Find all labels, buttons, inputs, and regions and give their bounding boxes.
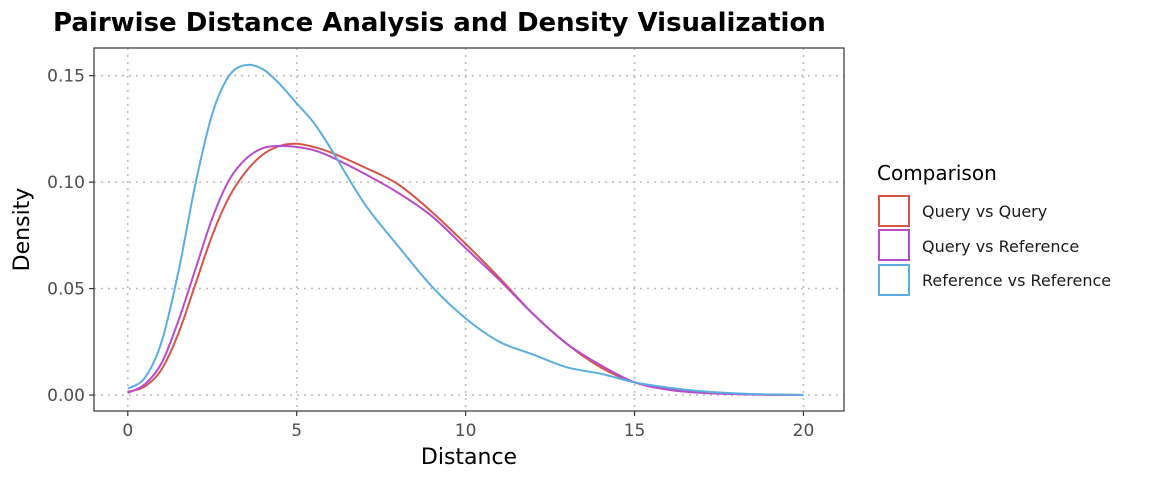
x-axis-title: Distance <box>421 445 517 470</box>
y-tick-label-0-15: 0.15 <box>47 67 85 87</box>
y-axis-title: Density <box>10 188 35 272</box>
legend-label-reference-vs-reference: Reference vs Reference <box>922 271 1111 290</box>
axis-ticks: 0 5 10 15 20 0.00 0.05 0.10 0.15 <box>47 67 814 441</box>
x-tick-label-15: 15 <box>624 421 646 441</box>
legend-key-query-vs-reference <box>878 229 910 261</box>
x-tick-label-10: 10 <box>455 421 477 441</box>
legend-label-query-vs-query: Query vs Query <box>922 202 1047 221</box>
grid-lines <box>94 48 844 411</box>
plot-panel-border <box>93 47 845 412</box>
legend-key-query-vs-query <box>878 195 910 227</box>
x-tick-label-0: 0 <box>122 421 133 441</box>
legend-item-query-vs-query: Query vs Query <box>878 195 1047 227</box>
y-tick-label-0: 0.00 <box>47 386 85 406</box>
legend-title: Comparison <box>877 161 997 185</box>
series-line-query-vs-reference <box>127 144 804 397</box>
legend-item-reference-vs-reference: Reference vs Reference <box>878 264 1111 296</box>
legend: Comparison Query vs Query Query vs Refer… <box>877 161 1111 296</box>
x-tick-label-20: 20 <box>793 421 815 441</box>
legend-key-reference-vs-reference <box>878 264 910 296</box>
series-lines <box>127 63 804 397</box>
legend-label-query-vs-reference: Query vs Reference <box>922 237 1079 256</box>
legend-item-query-vs-reference: Query vs Reference <box>878 229 1079 261</box>
series-line-reference-vs-reference <box>127 63 804 396</box>
chart-title: Pairwise Distance Analysis and Density V… <box>53 8 826 38</box>
y-tick-label-0-05: 0.05 <box>47 280 85 300</box>
y-tick-label-0-1: 0.10 <box>47 173 85 193</box>
x-tick-label-5: 5 <box>291 421 302 441</box>
